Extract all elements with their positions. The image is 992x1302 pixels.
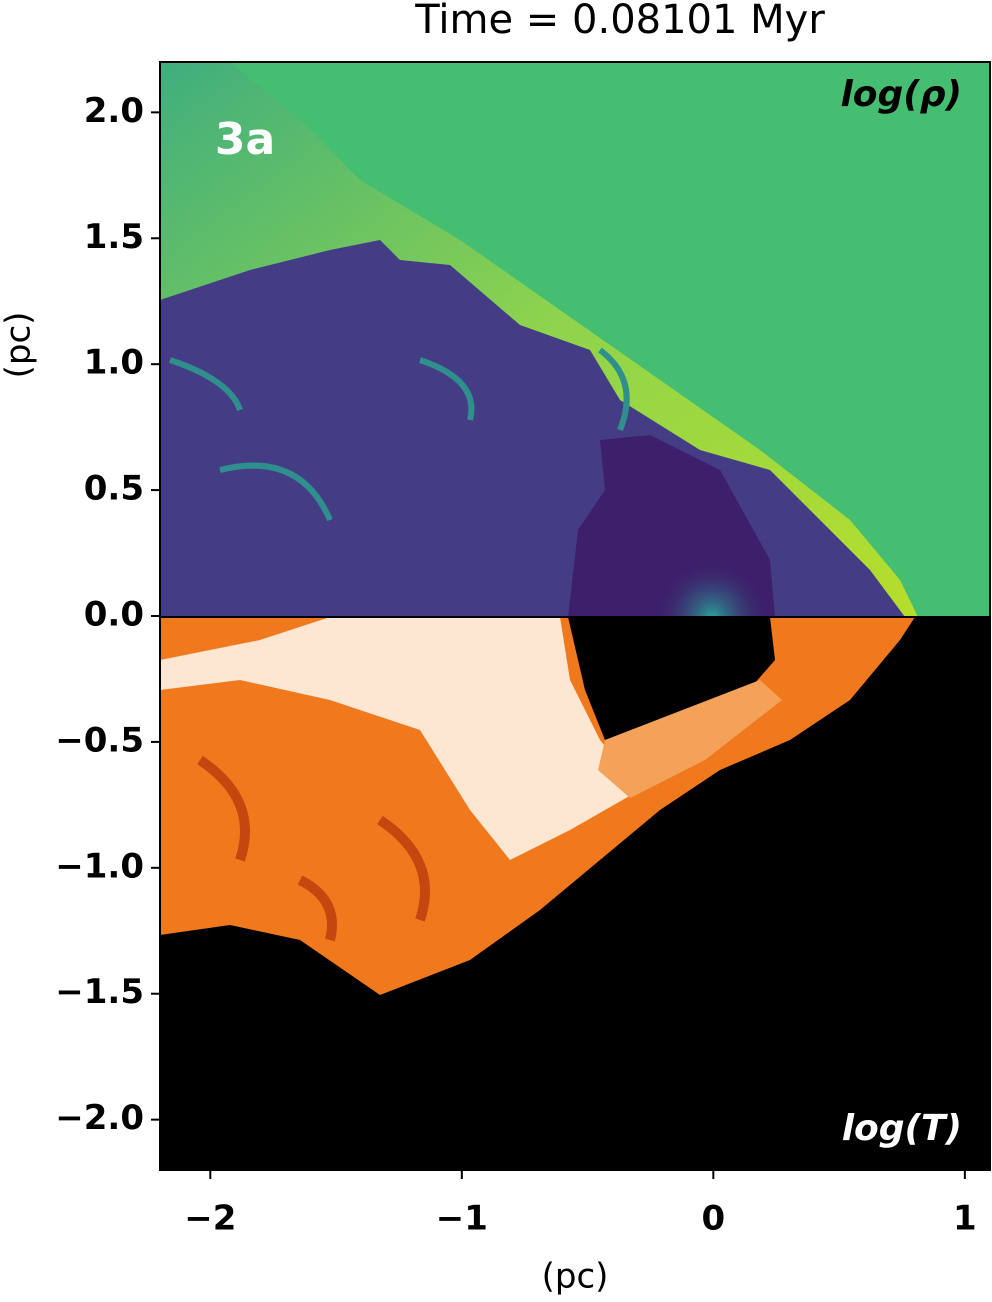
y-tick-label: −1.0 [55,846,144,886]
chart-title: Time = 0.08101 Myr [414,0,825,43]
y-tick-label: 1.0 [84,343,144,383]
y-tick-label: 0.5 [84,469,144,509]
y-tick-label: 0.0 [84,595,144,635]
x-tick-label: −1 [436,1199,488,1239]
y-tick-label: −1.5 [55,972,144,1012]
y-tick-label: −2.0 [55,1098,144,1138]
panel-label: 3a [215,114,275,165]
y-tick-label: −0.5 [55,720,144,760]
bottom-field-label: log(T) [842,1108,962,1149]
x-tick-label: 0 [701,1199,725,1239]
x-axis-label: (pc) [542,1257,609,1297]
y-tick-label: 2.0 [84,91,144,131]
x-tick-label: 1 [953,1199,977,1239]
x-tick-label: −2 [184,1199,236,1239]
y-tick-label: 1.5 [84,217,144,257]
y-axis-label: (pc) [0,312,39,379]
simulation-image [160,62,990,1170]
top-field-label: log(ρ) [840,74,962,115]
